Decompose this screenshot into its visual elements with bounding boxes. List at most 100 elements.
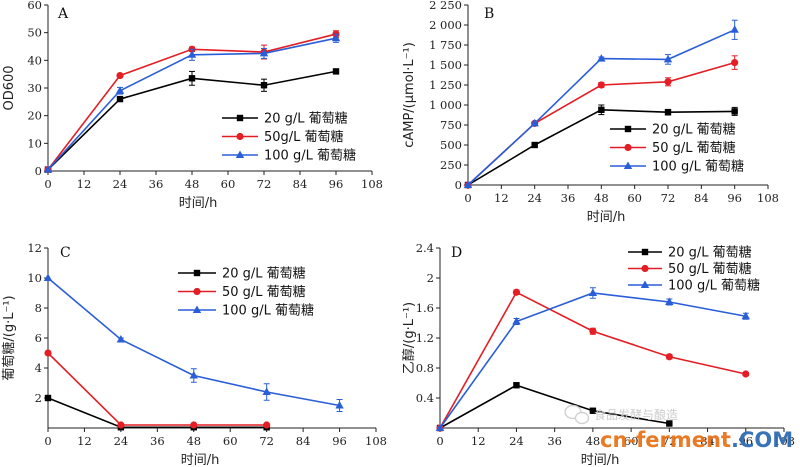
y-tick-label: 50 xyxy=(27,26,42,40)
x-tick-label: 108 xyxy=(773,434,795,448)
x-tick-label: 12 xyxy=(77,177,92,191)
x-tick-label: 0 xyxy=(44,177,51,191)
x-tick-label: 36 xyxy=(561,191,576,205)
data-point xyxy=(117,421,125,429)
x-tick-label: 24 xyxy=(114,434,129,448)
x-tick-label: 96 xyxy=(332,434,347,448)
legend-marker xyxy=(193,269,201,277)
x-tick-label: 96 xyxy=(329,177,344,191)
x-tick-label: 72 xyxy=(661,191,676,205)
watermark: 食品发酵与酿造 cn-ferment.COM xyxy=(564,404,793,452)
x-tick-label: 12 xyxy=(471,434,486,448)
data-point xyxy=(187,50,197,58)
y-tick-label: 10 xyxy=(27,136,42,150)
legend-label: 20 g/L 葡萄糖 xyxy=(264,111,348,127)
x-tick-label: 72 xyxy=(259,434,274,448)
x-tick-label: 84 xyxy=(293,177,308,191)
series-line xyxy=(47,397,267,429)
legend-marker xyxy=(624,125,632,133)
legend-marker xyxy=(623,161,633,169)
watermark-brand: cn-ferment.COM xyxy=(600,428,793,452)
x-tick-label: 0 xyxy=(464,191,471,205)
data-point xyxy=(43,165,53,173)
legend-marker xyxy=(235,150,245,158)
y-tick-label: 250 xyxy=(440,158,462,172)
data-point xyxy=(598,106,605,113)
data-point xyxy=(512,317,521,325)
data-point xyxy=(262,387,271,395)
y-tick-label: 2 xyxy=(35,391,42,405)
wechat-icon xyxy=(564,404,590,425)
x-tick-label: 48 xyxy=(586,434,601,448)
y-axis-title: 乙醇/(g·L⁻¹) xyxy=(401,302,417,374)
x-tick-label: 12 xyxy=(494,191,509,205)
data-point xyxy=(190,421,198,429)
y-axis-title: 葡萄糖/(g·L⁻¹) xyxy=(1,295,17,380)
y-tick-label: 10 xyxy=(27,271,42,285)
y-tick-label: 6 xyxy=(35,331,42,345)
y-tick-label: 1 500 xyxy=(429,58,462,72)
x-tick-label: 72 xyxy=(662,434,677,448)
y-tick-label: 750 xyxy=(440,118,462,132)
legend-label: 50 g/L 葡萄糖 xyxy=(668,261,752,277)
x-tick-label: 48 xyxy=(186,434,201,448)
chart-panel-b: 0 12 24 36 48 60 72 84 96 108 0 250 500 750 1 000 1 250… xyxy=(402,0,779,225)
data-point xyxy=(188,75,196,82)
data-point xyxy=(115,86,125,94)
legend-label: 100 g/L 葡萄糖 xyxy=(222,303,314,319)
x-tick-label: 108 xyxy=(365,434,387,448)
y-tick-label: 20 xyxy=(27,109,42,123)
data-point xyxy=(588,288,598,296)
data-point xyxy=(665,297,674,305)
x-tick-label: 96 xyxy=(727,191,742,205)
data-point xyxy=(43,273,53,281)
y-tick-label: 0 xyxy=(35,164,42,178)
data-point xyxy=(44,349,52,357)
legend-marker xyxy=(624,143,632,152)
series-1 xyxy=(44,349,271,429)
series-2 xyxy=(463,19,739,188)
series-2 xyxy=(43,33,341,173)
x-tick-label: 12 xyxy=(77,434,92,448)
y-tick-label: 1 750 xyxy=(429,38,462,52)
x-tick-label: 60 xyxy=(221,177,236,191)
data-point xyxy=(331,33,341,42)
data-point xyxy=(730,25,739,33)
series-line xyxy=(439,384,670,429)
legend-marker xyxy=(641,248,649,256)
x-tick-label: 84 xyxy=(296,434,311,448)
legend-marker xyxy=(192,305,202,313)
x-tick-label: 60 xyxy=(624,434,639,448)
data-point xyxy=(116,95,124,103)
y-tick-label: 4 xyxy=(35,361,42,375)
x-tick-label: 24 xyxy=(527,191,542,205)
legend-marker xyxy=(236,132,244,141)
data-point xyxy=(589,407,597,414)
y-tick-label: 1.2 xyxy=(416,331,434,345)
y-tick-label: 8 xyxy=(35,301,42,315)
y-tick-label: 1.6 xyxy=(416,301,434,315)
y-tick-label: 0.8 xyxy=(416,361,434,375)
data-point xyxy=(663,54,673,63)
x-tick-label: 60 xyxy=(223,434,238,448)
y-tick-label: 500 xyxy=(440,138,462,152)
y-tick-label: 0 xyxy=(455,178,462,192)
data-point xyxy=(742,370,750,378)
x-tick-label: 48 xyxy=(594,191,609,205)
legend-label: 50 g/L 葡萄糖 xyxy=(652,140,736,156)
y-tick-label: 1 250 xyxy=(429,78,462,92)
y-tick-label: 2 250 xyxy=(429,0,462,12)
x-tick-label: 0 xyxy=(44,434,51,448)
legend-label: 50g/L 葡萄糖 xyxy=(264,129,344,145)
y-axis-title: OD600 xyxy=(2,65,17,110)
data-point xyxy=(664,109,672,116)
panel-letter: A xyxy=(57,6,69,22)
x-tick-label: 96 xyxy=(738,434,753,448)
x-tick-label: 72 xyxy=(257,177,272,191)
legend-label: 20 g/L 葡萄糖 xyxy=(222,266,306,282)
x-tick-label: 24 xyxy=(113,177,128,191)
legend-label: 100 g/L 葡萄糖 xyxy=(652,159,744,175)
y-tick-label: 0.4 xyxy=(416,391,434,405)
data-point xyxy=(44,394,52,402)
